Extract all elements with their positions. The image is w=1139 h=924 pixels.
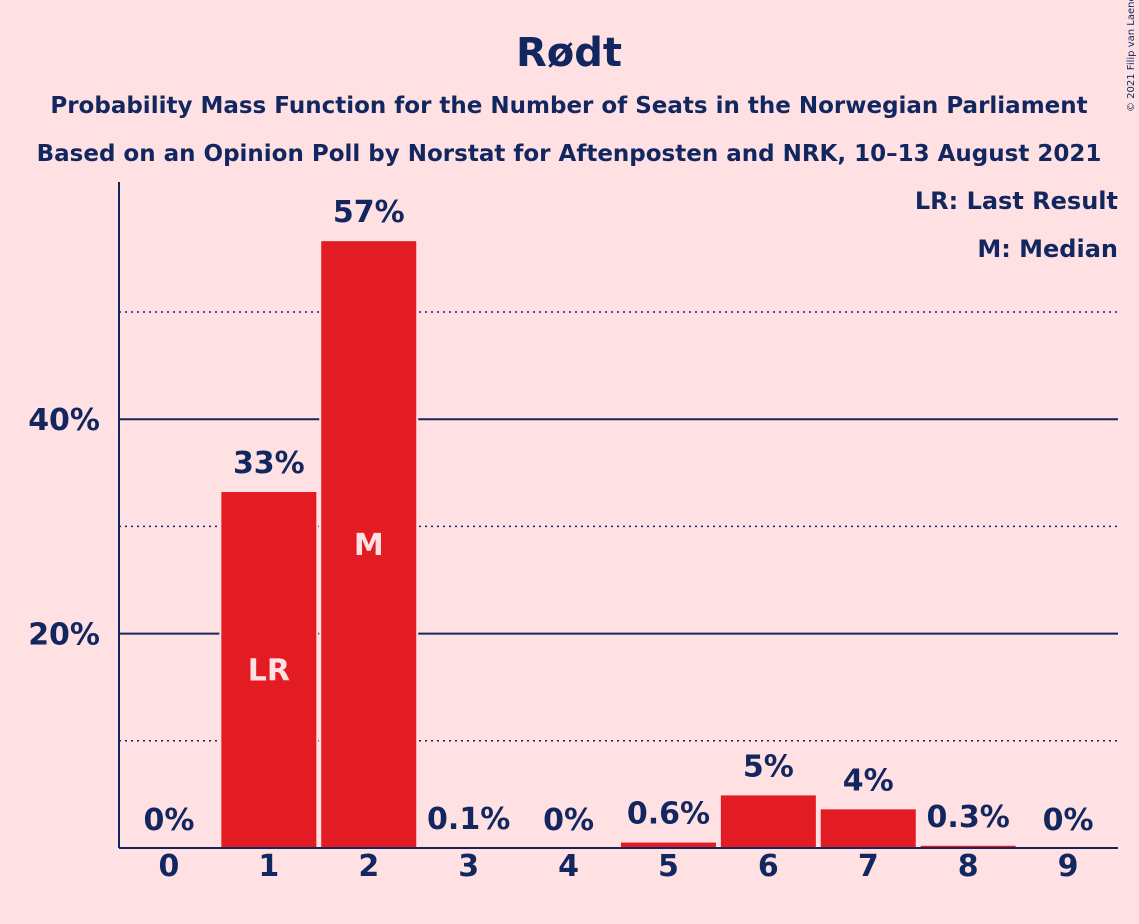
x-tick-label: 3 [458, 849, 479, 884]
x-tick-label: 6 [758, 849, 779, 884]
x-tick-label: 2 [358, 849, 379, 884]
copyright-notice: © 2021 Filip van Laenen [1126, 0, 1137, 112]
value-label: 0.6% [627, 797, 710, 832]
x-tick-label: 8 [958, 849, 979, 884]
value-label: 0% [543, 803, 594, 838]
value-label: 4% [843, 763, 894, 798]
bar [319, 239, 419, 849]
value-label: 0% [143, 803, 194, 838]
x-tick-label: 0 [159, 849, 180, 884]
value-label: 0.1% [427, 802, 510, 837]
value-label: 0% [1043, 803, 1094, 838]
marker-label: LR [248, 654, 290, 689]
y-tick-label: 20% [28, 618, 100, 653]
chart-subtitle-line-1: Probability Mass Function for the Number… [50, 93, 1087, 119]
value-label: 57% [333, 195, 405, 230]
x-tick-label: 9 [1058, 849, 1079, 884]
x-tick-label: 5 [658, 849, 679, 884]
value-label: 5% [743, 749, 794, 784]
legend-last-result: LR: Last Result [915, 187, 1118, 215]
x-tick-label: 4 [558, 849, 579, 884]
marker-label: M [354, 528, 384, 563]
legend-median: M: Median [977, 235, 1118, 263]
y-tick-label: 40% [28, 403, 100, 438]
bar [818, 807, 918, 849]
bars [219, 239, 1018, 850]
x-tick-label: 7 [858, 849, 879, 884]
value-label: 33% [233, 446, 305, 481]
bar [718, 793, 818, 850]
chart-subtitle-line-2: Based on an Opinion Poll by Norstat for … [37, 141, 1102, 167]
x-tick-label: 1 [258, 849, 279, 884]
chart-title: Rødt [516, 30, 622, 76]
value-label: 0.3% [927, 800, 1010, 835]
labels: 20% 40% 0% 0 33% 1 57% 2 0.1% 3 0% 4 0.6% 5 5% 6 4% 7 0.3%… [28, 195, 1093, 884]
bar [219, 490, 319, 849]
